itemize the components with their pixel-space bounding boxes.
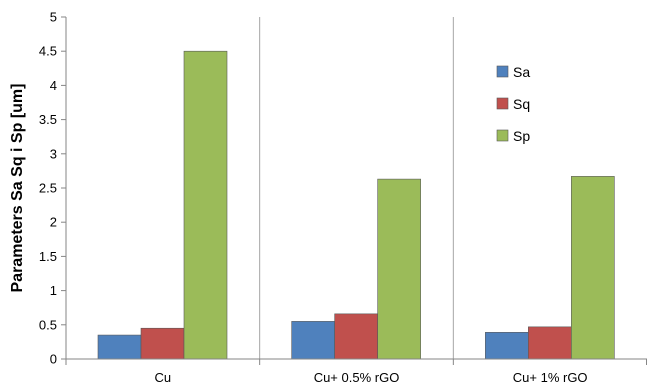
bar-sa-2 bbox=[291, 321, 335, 360]
legend-swatch-sa bbox=[496, 65, 509, 78]
y-tick-label: 2.5 bbox=[39, 181, 57, 196]
legend-label-sq: Sq bbox=[513, 96, 530, 112]
legend-label-sp: Sp bbox=[513, 128, 530, 144]
y-tick-label: 4 bbox=[50, 78, 57, 93]
y-tick-labels: 0 0.5 1 1.5 2 2.5 3 3.5 4 4.5 5 bbox=[39, 10, 57, 367]
bar-sq-3 bbox=[528, 326, 572, 360]
x-tick-label: Cu+ 0.5% rGO bbox=[314, 370, 400, 385]
legend-swatch-sq bbox=[496, 97, 509, 110]
legend-swatch-sp bbox=[496, 129, 509, 142]
y-tick-label: 4.5 bbox=[39, 44, 57, 59]
x-tick-labels: Cu Cu+ 0.5% rGO Cu+ 1% rGO bbox=[155, 370, 588, 385]
bar-sp-2 bbox=[377, 178, 421, 360]
bars bbox=[97, 50, 615, 360]
bar-sq-1 bbox=[140, 327, 185, 360]
legend-label-sa: Sa bbox=[513, 64, 530, 80]
y-tick-label: 3 bbox=[50, 146, 57, 161]
y-axis-title: Parameters Sa Sq i Sp [um] bbox=[9, 84, 26, 293]
y-tick-label: 0 bbox=[50, 352, 57, 367]
y-tick-label: 0.5 bbox=[39, 317, 57, 332]
bar-sp-3 bbox=[571, 176, 615, 360]
x-tick-label: Cu bbox=[155, 370, 172, 385]
bar-sq-2 bbox=[334, 313, 378, 360]
bar-sa-1 bbox=[97, 334, 142, 360]
y-tick-label: 1.5 bbox=[39, 249, 57, 264]
category-separators bbox=[259, 17, 454, 359]
bar-sa-3 bbox=[485, 332, 529, 360]
y-tick-label: 5 bbox=[50, 10, 57, 25]
bar-sp-1 bbox=[183, 50, 228, 360]
y-tick-label: 3.5 bbox=[39, 112, 57, 127]
y-tick-label: 2 bbox=[50, 215, 57, 230]
x-tick-label: Cu+ 1% rGO bbox=[513, 370, 588, 385]
axes bbox=[61, 16, 647, 365]
y-tick-label: 1 bbox=[50, 283, 57, 298]
legend: Sa Sq Sp bbox=[496, 64, 530, 144]
